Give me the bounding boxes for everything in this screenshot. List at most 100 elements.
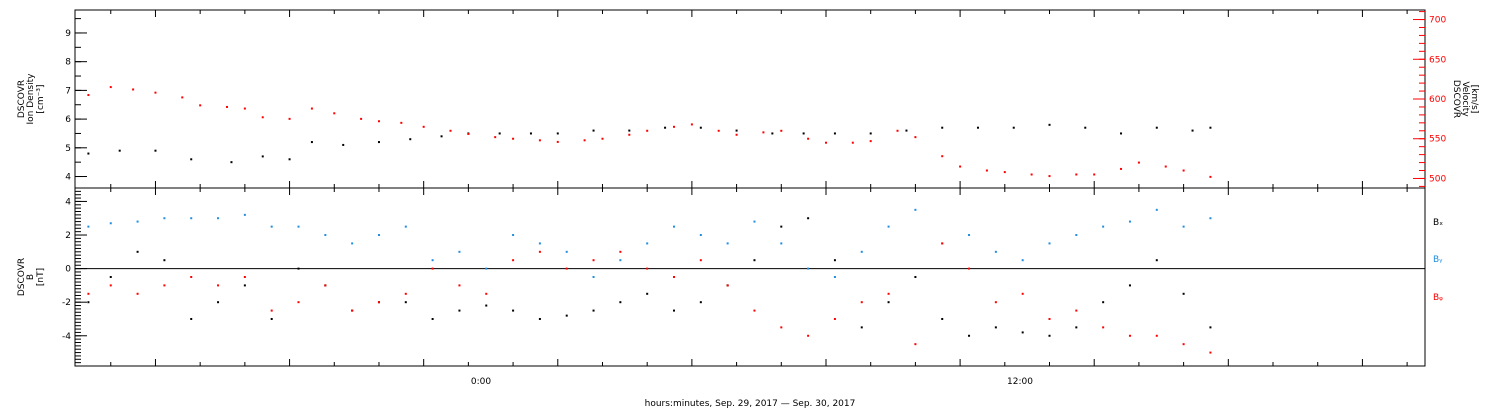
data-point [1003,171,1006,174]
data-point [833,317,836,320]
data-point [896,129,899,132]
data-point [431,267,434,270]
data-point [802,132,805,135]
data-point [583,139,586,142]
data-point [538,139,541,142]
data-point [400,121,403,124]
data-point [673,125,676,128]
data-point [646,292,649,295]
data-point [404,301,407,304]
data-point [851,141,854,144]
data-point [512,259,515,262]
y-tick-label: -2 [62,298,71,308]
data-point [1209,126,1212,129]
y2-tick-label: 500 [1429,174,1446,184]
x-tick-label: 0:00 [471,377,491,387]
data-point [1084,126,1087,129]
data-point [163,284,166,287]
data-point [592,259,595,262]
data-point [310,107,313,110]
data-point [869,140,872,143]
data-point [994,250,997,253]
data-point [914,343,917,346]
data-point [199,104,202,107]
data-point [217,301,220,304]
data-point [458,309,461,312]
data-point [628,129,631,132]
data-point [699,126,702,129]
data-point [762,131,765,134]
data-point [968,334,971,337]
data-group [87,86,1212,354]
data-point [690,123,693,126]
data-point [619,259,622,262]
data-point [449,129,452,132]
data-point [1048,242,1051,245]
data-point [217,217,220,220]
data-point [1012,126,1015,129]
data-point [619,250,622,253]
data-point [431,259,434,262]
data-point [726,242,729,245]
field-panel-frame [74,187,1426,367]
data-point [1021,292,1024,295]
data-point [181,96,184,99]
data-point [959,165,962,168]
data-point [976,126,979,129]
data-point [485,292,488,295]
data-point [87,301,90,304]
data-point [726,284,729,287]
data-point [753,309,756,312]
data-point [512,137,515,140]
data-point [404,292,407,295]
data-point [217,284,220,287]
labels-group: 0:00 12:00 hours:minutes, Sep. 29, 2017 … [17,16,1479,409]
data-point [1120,167,1123,170]
data-point [1209,326,1212,329]
data-point [136,220,139,223]
data-point [109,276,112,278]
data-point [109,284,112,287]
data-point [1048,123,1051,126]
data-point [529,132,532,135]
legend-entry: Bᵧ [1433,255,1443,265]
data-point [565,267,568,270]
data-point [1102,326,1105,329]
data-point [87,152,90,155]
data-point [735,129,738,132]
data-point [163,217,166,220]
data-point [1048,334,1051,337]
data-point [377,120,380,123]
legend-entry: Bᵩ [1433,293,1443,303]
data-point [243,284,246,287]
data-point [941,126,944,129]
data-point [297,301,300,304]
data-point [1155,259,1158,262]
y-axis-label: DSCOVR [17,80,27,118]
data-point [833,259,836,262]
data-point [324,234,327,237]
data-point [1075,234,1078,237]
data-point [1155,208,1158,211]
y-tick-label: 5 [65,144,71,154]
data-point [377,141,380,144]
data-point [941,242,944,245]
data-point [565,314,568,317]
data-point [1128,334,1131,337]
data-point [807,334,810,337]
data-point [270,225,273,228]
data-point [1093,173,1096,176]
data-point [225,105,228,108]
data-point [440,135,443,138]
data-point [646,267,649,270]
data-point [556,140,559,143]
y-tick-label: 2 [65,231,71,241]
data-point [780,326,783,329]
data-point [592,309,595,312]
data-point [230,161,233,164]
data-point [1102,301,1105,304]
data-point [914,136,917,139]
data-point [243,107,246,110]
data-point [1021,331,1024,334]
